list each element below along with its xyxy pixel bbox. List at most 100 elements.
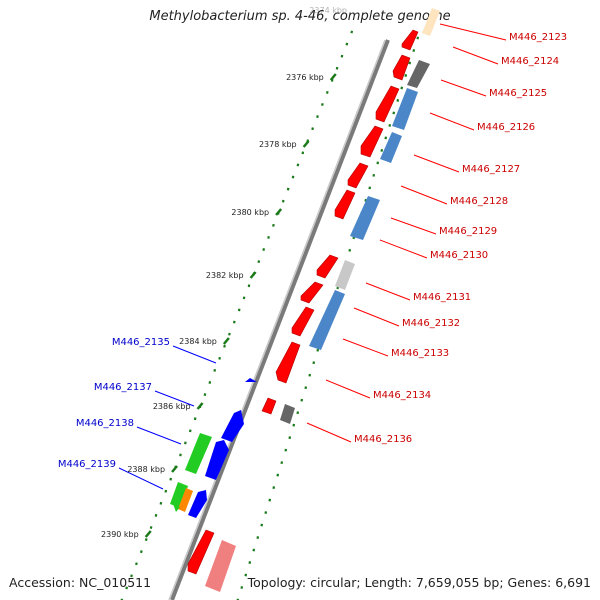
gene-steelblue-3	[350, 196, 380, 240]
gene-bottom-1	[188, 530, 214, 574]
leader-line	[429, 112, 475, 131]
inner-track-dot	[268, 498, 272, 502]
tick-label-faded: 2374 kbp	[309, 6, 347, 15]
gene-label-M446_2124: M446_2124	[501, 56, 559, 67]
inner-track-dot	[296, 411, 300, 415]
major-tick	[302, 140, 310, 148]
leader-line	[440, 79, 487, 97]
ruler-dot	[228, 332, 231, 336]
ruler-dot	[301, 151, 305, 155]
gene-darkgray	[280, 404, 295, 424]
leader-line	[390, 217, 437, 235]
tick-label: 2386 kbp	[153, 402, 191, 411]
ruler-dot	[267, 236, 270, 239]
ruler-dot	[237, 308, 241, 312]
leader-line	[342, 338, 389, 357]
gene-2130-outline	[316, 254, 339, 279]
gene-2132	[292, 307, 314, 336]
leader-line	[439, 23, 507, 41]
ruler-dot	[208, 381, 212, 384]
gene-steelblue-2	[380, 132, 402, 163]
gene-label-M446_2133: M446_2133	[391, 348, 449, 359]
gene-2132-outline	[291, 306, 315, 337]
ruler-dot	[120, 598, 124, 600]
inner-track-dot	[256, 536, 260, 539]
inner-track-dot	[412, 49, 416, 52]
inner-track-dot	[392, 111, 396, 115]
leader-line	[136, 426, 182, 445]
ruler-dot	[164, 489, 168, 493]
gene-pink	[205, 540, 236, 592]
leader-line	[154, 390, 195, 407]
gene-steelblue-1	[392, 88, 418, 130]
inner-track-dot	[304, 386, 308, 390]
ruler-dot	[232, 320, 236, 324]
ruler-dot	[316, 115, 319, 119]
ruler-dot	[203, 393, 207, 396]
gene-2125-outline	[375, 85, 400, 123]
inner-track-dot	[248, 561, 252, 564]
gene-2135	[245, 378, 257, 382]
tick-label: 2380 kbp	[231, 208, 269, 217]
ruler-dot	[159, 501, 163, 505]
inner-track-dot	[312, 361, 316, 365]
ruler-dot	[169, 477, 173, 481]
gene-label-M446_2128: M446_2128	[450, 196, 508, 207]
gene-2130	[317, 255, 338, 278]
gene-2126	[361, 126, 383, 157]
gene-blue-2	[205, 440, 229, 480]
gene-2125	[376, 86, 399, 122]
leader-line	[413, 154, 460, 173]
tick-label: 2376 kbp	[286, 73, 324, 82]
gene-labels: M446_2123 M446_2124 M446_2125 M446_2126 M446…	[58, 32, 567, 470]
ruler-dot	[247, 284, 251, 288]
gene-blue-1	[221, 410, 244, 442]
major-tick	[196, 402, 204, 410]
gene-label-M446_2138: M446_2138	[76, 418, 134, 429]
gene-steelblue-4	[309, 290, 345, 350]
inner-track-dot	[404, 74, 408, 77]
ruler-dot	[321, 103, 324, 106]
leader-line	[172, 345, 217, 364]
inner-track-dot	[372, 173, 376, 177]
inner-track-dot	[376, 161, 380, 165]
ruler-dot	[223, 344, 226, 348]
gene-label-M446_2131: M446_2131	[413, 292, 471, 303]
ruler-dot	[188, 429, 192, 433]
ruler-dot	[144, 538, 148, 541]
gene-2128-outline	[334, 189, 356, 220]
inner-track-dot	[284, 448, 288, 452]
gene-label-M446_2134: M446_2134	[373, 390, 431, 401]
leader-line	[400, 185, 448, 205]
tick-label: 2384 kbp	[179, 337, 217, 346]
gene-blue-3	[188, 490, 207, 518]
gene-label-M446_2126: M446_2126	[477, 122, 535, 133]
gene-label-M446_2135: M446_2135	[112, 337, 170, 348]
inner-track-dot	[384, 136, 388, 140]
ruler-dot	[179, 453, 182, 457]
gene-label-M446_2137: M446_2137	[94, 382, 152, 393]
ruler-ticks	[120, 30, 420, 600]
inner-track-dot	[368, 186, 372, 190]
ruler-dot	[262, 248, 265, 251]
inner-track-dot	[300, 398, 304, 402]
gene-2127	[348, 163, 368, 188]
gene-label-M446_2139: M446_2139	[58, 459, 116, 470]
gene-gray	[407, 60, 430, 88]
inner-track-dot	[244, 573, 248, 577]
ruler-dot	[218, 356, 221, 360]
leader-line	[118, 467, 164, 490]
inner-track-dot	[260, 523, 264, 527]
inner-track-dot	[288, 436, 292, 440]
ruler-dot	[257, 260, 261, 264]
gene-2133	[276, 342, 300, 383]
gene-label-M446_2132: M446_2132	[402, 318, 460, 329]
ruler-dot	[281, 199, 285, 203]
gene-label-M446_2125: M446_2125	[489, 88, 547, 99]
tick-label: 2390 kbp	[101, 530, 139, 539]
gene-features	[170, 8, 440, 592]
inner-track-dot	[292, 423, 296, 427]
gene-label-M446_2130: M446_2130	[430, 250, 488, 261]
leader-line	[452, 46, 499, 65]
leader-line	[365, 282, 411, 301]
